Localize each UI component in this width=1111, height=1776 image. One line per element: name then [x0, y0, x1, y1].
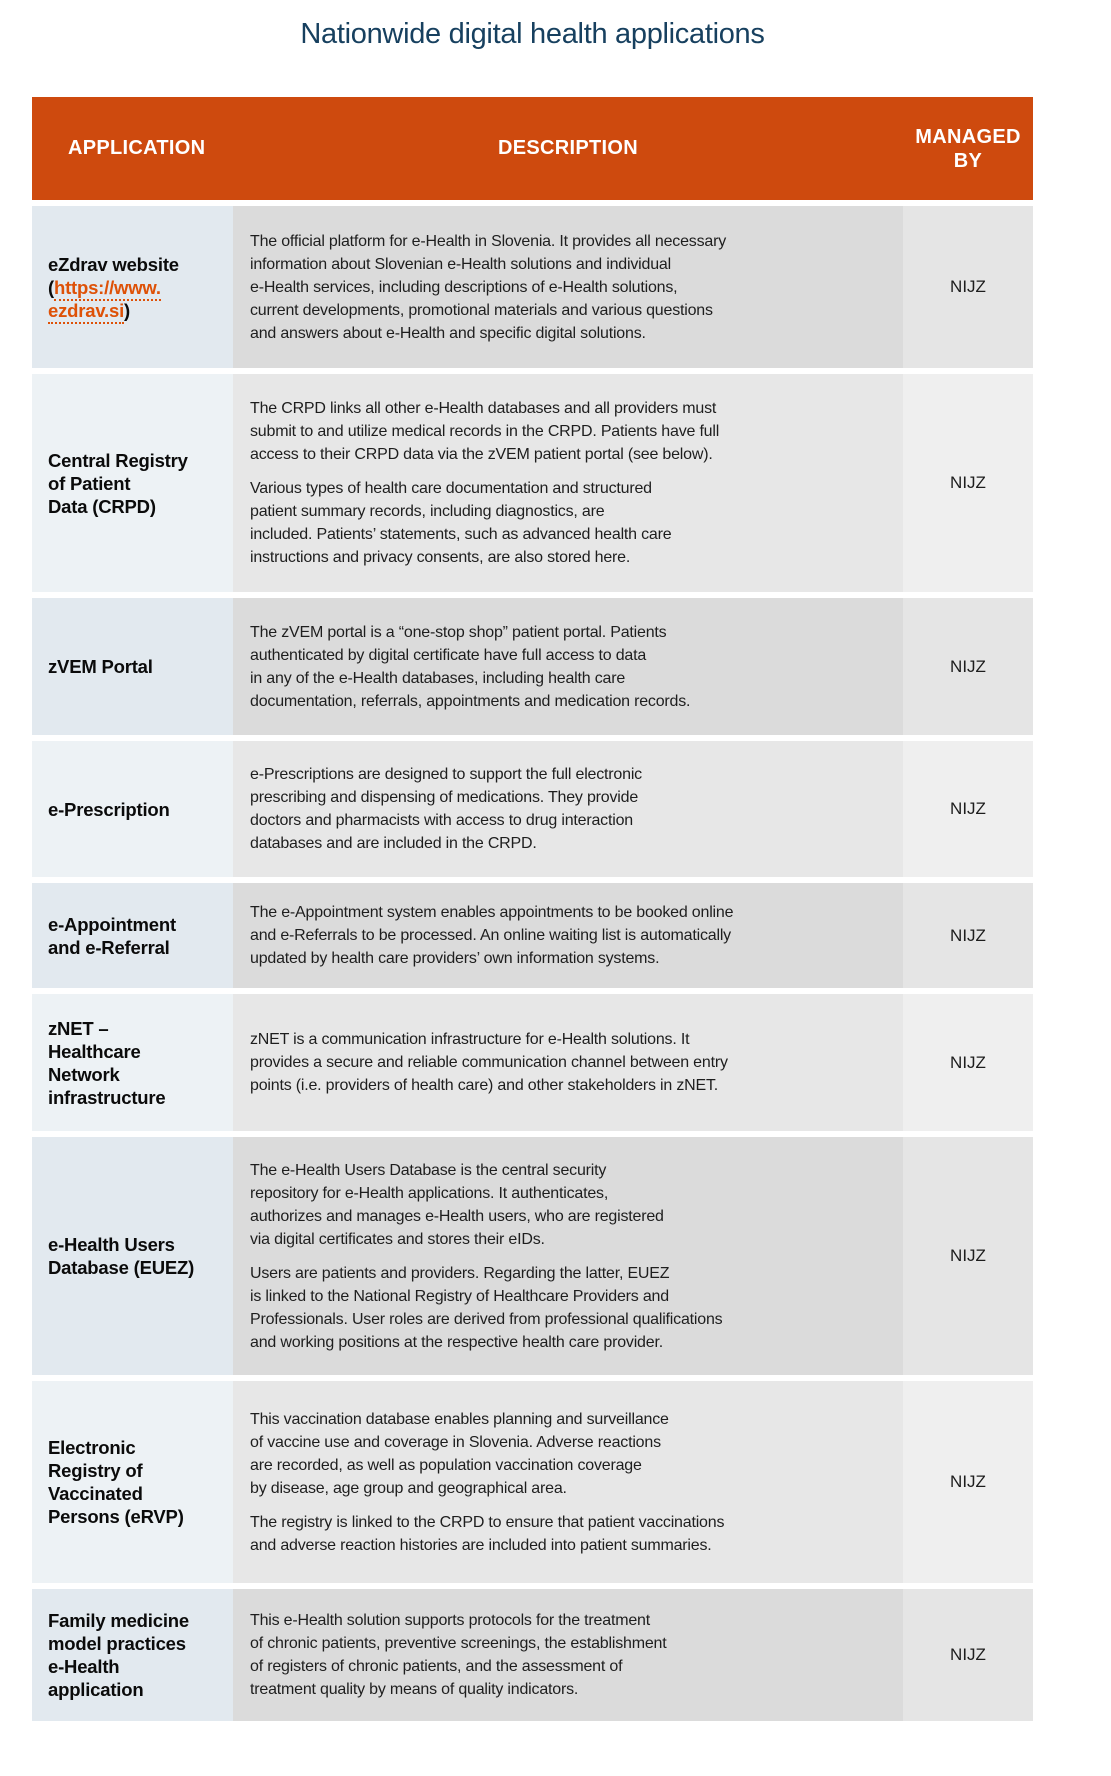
description-cell: The e-Appointment system enables appoint… [233, 883, 903, 988]
managed-by-cell: NIJZ [903, 598, 1033, 735]
table-row-ezdrav-website: eZdrav website (https://www. ezdrav.si) Th… [32, 206, 1033, 368]
app-cell: e-Prescription [32, 741, 233, 877]
description-paragraph: zNET is a communication infrastructure f… [250, 1031, 728, 1094]
description-paragraph: e-Prescriptions are designed to support … [250, 766, 642, 852]
app-name: Family medicine model practices e-Health… [48, 1610, 189, 1700]
managed-by-cell: NIJZ [903, 1381, 1033, 1583]
header-cell-application: APPLICATION [68, 137, 206, 159]
managed-by-cell: NIJZ [903, 374, 1033, 592]
app-name: zVEM Portal [48, 656, 153, 677]
paren-close: ) [124, 299, 130, 321]
app-name: eZdrav website (https://www. ezdrav.si) [48, 253, 179, 324]
managed-by-value: NIJZ [950, 1052, 986, 1072]
app-cell: Central Registry of Patient Data (CRPD) [32, 374, 233, 592]
description-cell: This e-Health solution supports protocol… [233, 1589, 903, 1721]
managed-by-cell: NIJZ [903, 883, 1033, 988]
managed-by-value: NIJZ [950, 277, 986, 296]
app-name: Electronic Registry of Vaccinated Person… [48, 1437, 184, 1527]
description-paragraph: The official platform for e-Health in Sl… [250, 232, 727, 342]
managed-by-cell: NIJZ [903, 206, 1033, 368]
applications-table: APPLICATION DESCRIPTION MANAGED BY eZdra… [32, 97, 1033, 1721]
managed-by-value: NIJZ [950, 1645, 986, 1664]
description-cell: The zVEM portal is a “one-stop shop” pat… [233, 598, 903, 735]
ezdrav-link[interactable]: https://www. ezdrav.si [48, 276, 161, 324]
description-paragraph: The e-Appointment system enables appoint… [250, 904, 734, 967]
app-name: e-Health Users Database (EUEZ) [48, 1234, 195, 1278]
table-row-crpd: Central Registry of Patient Data (CRPD) … [32, 374, 1033, 592]
app-cell: Electronic Registry of Vaccinated Person… [32, 1381, 233, 1583]
description-cell: zNET is a communication infrastructure f… [233, 994, 903, 1131]
description-paragraph: The e-Health Users Database is the centr… [250, 1161, 664, 1248]
ezdrav-link-line1[interactable]: https://www. [53, 276, 161, 301]
table-row-ervp: Electronic Registry of Vaccinated Person… [32, 1381, 1033, 1583]
managed-by-cell: NIJZ [903, 1589, 1033, 1721]
table-row-zvem-portal: zVEM Portal The zVEM portal is a “one-st… [32, 598, 1033, 735]
header-cell-managed-by: MANAGED BY [915, 125, 1021, 172]
ezdrav-link-line2[interactable]: ezdrav.si [48, 299, 124, 324]
app-cell: Family medicine model practices e-Health… [32, 1589, 233, 1721]
app-name: e-Prescription [48, 798, 170, 820]
description-cell: The CRPD links all other e-Health databa… [233, 374, 903, 592]
app-cell: eZdrav website (https://www. ezdrav.si) [32, 206, 233, 368]
managed-by-value: NIJZ [950, 1472, 986, 1491]
description-cell: The e-Health Users Database is the centr… [233, 1137, 903, 1375]
managed-by-cell: NIJZ [903, 994, 1033, 1131]
table-row-e-appointment-e-referral: e-Appointment and e-Referral The e-Appoi… [32, 883, 1033, 988]
managed-by-value: NIJZ [950, 925, 986, 945]
description-paragraph: Users are patients and providers. Regard… [250, 1264, 723, 1351]
app-name-text: eZdrav website [48, 253, 179, 275]
app-name: zNET – Healthcare Network infrastructure [48, 1017, 166, 1108]
paren-open: ( [48, 276, 54, 298]
table-row-family-medicine: Family medicine model practices e-Health… [32, 1589, 1033, 1721]
app-cell: e-Health Users Database (EUEZ) [32, 1137, 233, 1375]
app-name: e-Appointment and e-Referral [48, 913, 176, 958]
managed-by-cell: NIJZ [903, 1137, 1033, 1375]
table-row-znet: zNET – Healthcare Network infrastructure… [32, 994, 1033, 1131]
page-title: Nationwide digital health applications [300, 18, 765, 50]
app-cell: zNET – Healthcare Network infrastructure [32, 994, 233, 1131]
app-cell: e-Appointment and e-Referral [32, 883, 233, 988]
table-header-row: APPLICATION DESCRIPTION MANAGED BY [32, 97, 1033, 200]
managed-by-value: NIJZ [950, 1246, 986, 1265]
table-row-euez: e-Health Users Database (EUEZ) The e-Hea… [32, 1137, 1033, 1375]
description-cell: The official platform for e-Health in Sl… [233, 206, 903, 368]
managed-by-value: NIJZ [950, 656, 986, 676]
description-paragraph: This e-Health solution supports protocol… [250, 1612, 667, 1698]
managed-by-value: NIJZ [950, 473, 986, 492]
managed-by-value: NIJZ [950, 799, 986, 818]
managed-by-cell: NIJZ [903, 741, 1033, 877]
header-cell-description: DESCRIPTION [498, 137, 638, 159]
description-paragraph: Various types of health care documentati… [250, 480, 672, 566]
description-cell: This vaccination database enables planni… [233, 1381, 903, 1583]
app-cell: zVEM Portal [32, 598, 233, 735]
description-paragraph: The zVEM portal is a “one-stop shop” pat… [250, 623, 691, 710]
description-cell: e-Prescriptions are designed to support … [233, 741, 903, 877]
description-paragraph: This vaccination database enables planni… [250, 1410, 669, 1497]
app-name: Central Registry of Patient Data (CRPD) [48, 449, 188, 517]
table-row-e-prescription: e-Prescription e-Prescriptions are desig… [32, 741, 1033, 877]
description-paragraph: The registry is linked to the CRPD to en… [250, 1513, 725, 1554]
description-paragraph: The CRPD links all other e-Health databa… [250, 400, 720, 463]
